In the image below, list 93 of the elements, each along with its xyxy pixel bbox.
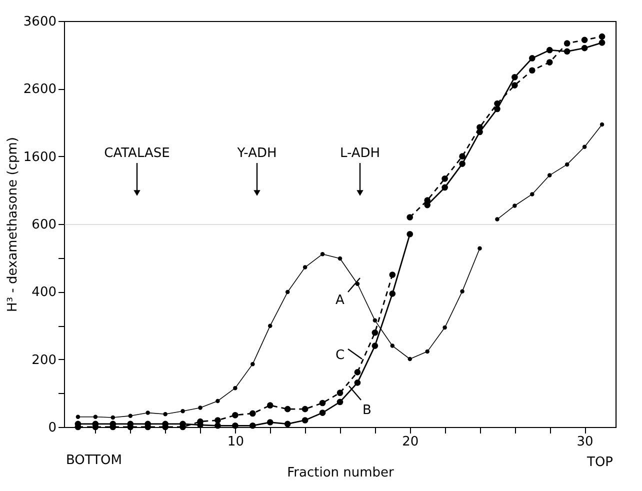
point <box>564 48 570 55</box>
point <box>425 349 430 354</box>
point <box>372 329 378 336</box>
point <box>494 100 500 107</box>
x-tick-label: 10 <box>227 434 244 450</box>
y-axis-title: H³ - dexamethasone (cpm) <box>5 137 20 312</box>
point <box>180 408 185 414</box>
point <box>284 420 291 428</box>
point <box>581 36 588 44</box>
point <box>512 74 518 80</box>
point <box>146 410 150 415</box>
point <box>406 214 414 220</box>
point <box>302 406 308 412</box>
point <box>546 59 553 66</box>
point <box>249 410 256 417</box>
y-tick-label: 2600 <box>23 82 56 98</box>
y-tick-label: 200 <box>32 352 56 368</box>
point <box>459 153 466 160</box>
point <box>285 290 290 294</box>
point <box>442 184 448 191</box>
point <box>110 415 116 420</box>
point <box>564 40 570 46</box>
point <box>408 356 412 362</box>
annotation: L-ADH <box>340 146 380 161</box>
y-tick-label: 3600 <box>23 14 56 30</box>
point <box>528 67 536 74</box>
point <box>319 410 326 416</box>
point <box>406 230 414 238</box>
point <box>232 422 238 429</box>
point <box>214 422 221 429</box>
point <box>354 369 361 376</box>
point <box>598 33 606 40</box>
annotation: B <box>362 403 372 418</box>
annotation: Y-ADH <box>236 146 277 161</box>
point <box>214 417 221 424</box>
point <box>128 414 132 418</box>
point <box>266 402 274 408</box>
point <box>598 40 606 46</box>
annotation: A <box>336 293 345 308</box>
point <box>93 414 98 419</box>
point <box>581 44 588 52</box>
point <box>512 82 518 88</box>
point <box>354 380 361 386</box>
point <box>600 122 604 127</box>
point <box>233 386 238 390</box>
point <box>390 344 395 348</box>
point <box>163 412 168 416</box>
point <box>512 204 517 208</box>
point <box>528 55 536 62</box>
point <box>284 406 291 412</box>
x-axis-title: Fraction number <box>287 466 395 480</box>
point <box>459 160 466 167</box>
point <box>494 106 500 112</box>
point <box>478 246 482 250</box>
point <box>372 318 378 323</box>
text: TOP <box>586 455 614 470</box>
y-tick-label: 600 <box>32 218 56 232</box>
point <box>495 217 500 222</box>
point <box>320 252 325 256</box>
annotation: CATALASE <box>104 146 170 161</box>
point <box>442 176 448 182</box>
point <box>249 422 256 429</box>
point <box>76 414 80 419</box>
point <box>302 265 308 270</box>
point <box>564 162 570 167</box>
x-tick-label: 20 <box>402 434 419 450</box>
point <box>302 417 308 424</box>
point <box>319 400 326 406</box>
point <box>424 197 431 204</box>
point <box>530 192 534 196</box>
point <box>460 289 464 294</box>
text: BOTTOM <box>66 453 122 468</box>
point <box>442 325 447 330</box>
y-tick-label: 1600 <box>23 150 56 165</box>
point <box>232 412 238 418</box>
point <box>338 256 342 261</box>
point <box>546 46 553 54</box>
y-tick-label: 400 <box>32 285 56 300</box>
x-tick-label: 30 <box>576 434 594 450</box>
point <box>582 144 587 149</box>
point <box>548 173 552 178</box>
point <box>336 390 344 396</box>
point <box>198 406 202 410</box>
point <box>268 324 272 328</box>
point <box>266 419 274 426</box>
point <box>389 290 396 297</box>
point <box>250 362 255 366</box>
annotation: C <box>335 348 345 363</box>
y-tick-label: 0 <box>48 420 56 436</box>
point <box>372 342 378 349</box>
point <box>336 398 344 406</box>
point <box>216 398 220 404</box>
point <box>389 272 396 278</box>
